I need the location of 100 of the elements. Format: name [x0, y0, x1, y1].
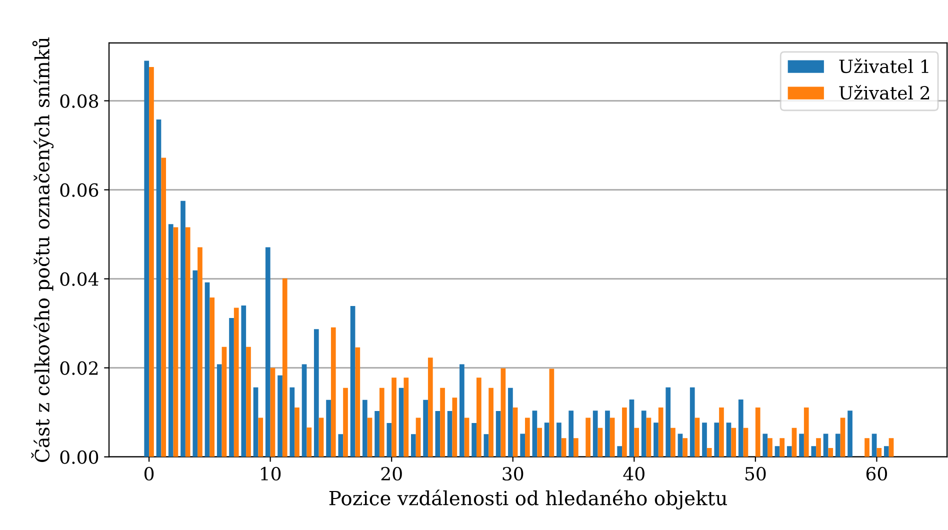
bar — [762, 434, 768, 457]
y-tick-label: 0.06 — [60, 183, 98, 197]
y-tick-label: 0.02 — [60, 361, 98, 375]
x-tick-label: 50 — [745, 466, 766, 481]
bar — [306, 427, 312, 457]
bar — [731, 428, 736, 457]
bar — [658, 407, 664, 457]
bar — [512, 407, 518, 457]
bar — [617, 446, 622, 457]
bar — [484, 434, 489, 457]
bar — [726, 422, 732, 457]
bar — [416, 418, 421, 457]
bar — [185, 227, 190, 457]
bar — [374, 411, 380, 457]
bar — [592, 410, 598, 457]
bar — [314, 329, 319, 457]
bar — [864, 438, 870, 457]
bar — [452, 398, 458, 457]
bar — [472, 423, 476, 457]
bar — [738, 399, 744, 457]
bar — [520, 434, 526, 457]
bar — [888, 438, 894, 457]
bar — [411, 434, 416, 457]
bar — [884, 446, 889, 457]
bar — [447, 411, 452, 457]
bar — [476, 378, 482, 457]
bar — [386, 423, 392, 457]
bar — [690, 387, 695, 457]
bar — [198, 247, 202, 457]
y-axis-title: Část z celkového počtu označených snímků — [31, 37, 54, 462]
x-axis-title: Pozice vzdálenosti od hledaného objektu — [329, 490, 727, 510]
bar — [326, 400, 331, 457]
bar — [488, 388, 494, 457]
bar — [270, 368, 276, 457]
bar — [694, 418, 700, 457]
bar — [435, 411, 440, 457]
bar — [355, 347, 360, 457]
bar — [168, 224, 174, 457]
bar — [774, 446, 780, 457]
bar — [823, 434, 828, 457]
bar — [500, 368, 506, 457]
x-tick-label: 10 — [261, 466, 281, 481]
bar — [330, 327, 336, 457]
bar — [702, 422, 707, 457]
bar — [768, 438, 772, 457]
bar — [343, 388, 348, 457]
bar — [180, 200, 186, 457]
bar — [654, 422, 658, 457]
bar — [428, 358, 433, 457]
bar — [743, 428, 748, 457]
bar — [586, 418, 590, 457]
bar — [786, 446, 792, 457]
legend-label: Uživatel 2 — [839, 84, 930, 100]
bar — [282, 278, 288, 457]
bar — [622, 407, 627, 457]
bar — [302, 364, 307, 457]
bar — [144, 60, 150, 457]
bar — [290, 387, 295, 457]
bar — [192, 270, 198, 457]
x-tick-label: 30 — [502, 466, 524, 481]
bar — [641, 410, 646, 457]
bar — [804, 407, 809, 457]
bar — [338, 434, 344, 457]
bar — [241, 306, 246, 457]
bar — [350, 306, 356, 457]
y-tick-label: 0.04 — [60, 272, 98, 286]
bar — [556, 422, 562, 457]
bar — [423, 400, 428, 457]
bar — [610, 418, 615, 457]
bar — [496, 411, 501, 457]
bar — [229, 318, 234, 457]
bar — [714, 422, 720, 457]
bar — [216, 364, 222, 457]
bar — [876, 448, 882, 457]
bar — [204, 282, 210, 457]
bar — [598, 428, 603, 457]
bar — [719, 407, 724, 457]
bar — [392, 378, 396, 457]
bar — [574, 438, 578, 457]
bar — [549, 368, 554, 457]
bar — [460, 364, 464, 457]
bar — [222, 346, 227, 457]
bar — [706, 448, 712, 457]
bar — [508, 388, 513, 457]
bar — [362, 400, 368, 457]
bar — [835, 434, 840, 457]
bar — [156, 119, 162, 457]
bar — [629, 399, 634, 457]
bar — [799, 434, 804, 457]
bar — [149, 66, 154, 457]
bar — [840, 418, 846, 457]
bar — [828, 448, 834, 457]
legend-label: Uživatel 1 — [839, 58, 928, 74]
bar — [532, 410, 538, 457]
bar — [544, 422, 550, 457]
bar — [561, 438, 566, 457]
bar — [318, 418, 324, 457]
bar — [161, 158, 166, 457]
bar — [792, 428, 797, 457]
bar — [246, 346, 251, 457]
